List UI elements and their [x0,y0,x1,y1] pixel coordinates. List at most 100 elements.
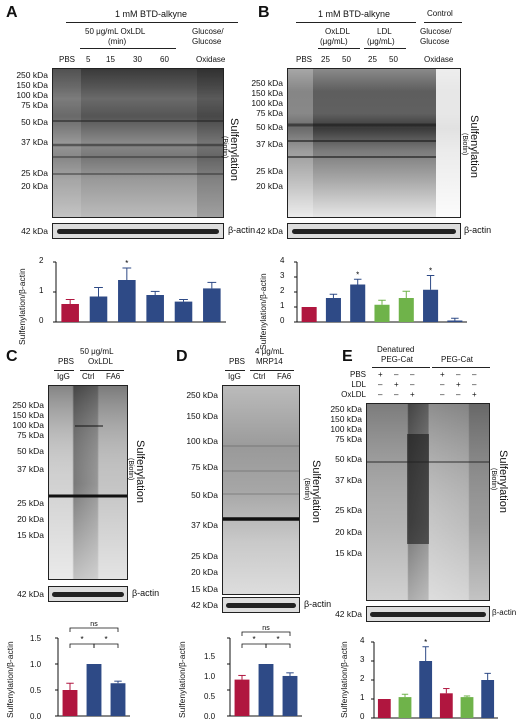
panel-d-actin-kda: 42 kDa [191,600,218,610]
panel-a-lane-1: PBS [59,55,76,64]
panel-b-kda-250: 250 kDa [251,78,283,88]
panel-c-actin-label: β-actin [132,588,160,598]
panel-b-actin-band [292,229,456,234]
panel-e-blot-lanes [367,404,489,600]
panel-e-den2: PEG-Cat [381,355,414,364]
panel-d-side-sub: (Biotin) [303,478,310,501]
panel-d-actin-label: β-actin [304,599,332,609]
panel-b-kda-37: 37 kDa [256,139,283,149]
panel-e-ytick-3: 3 [360,655,365,664]
panel-e-kda-150: 150 kDa [330,414,362,424]
panel-b-kda-20: 20 kDa [256,181,283,191]
panel-b-treatment-line [296,22,416,23]
panel-a-ytick-0: 0 [39,316,44,325]
panel-d-actin-blot [222,597,300,613]
panel-c-lane-3: FA6 [106,372,121,381]
panel-d-ytick-2: 1.0 [204,672,216,681]
panel-d-actin-band [226,603,296,608]
panel-d-name: MRP14 [256,357,283,366]
panel-a-gg1: Glucose/ [192,27,224,36]
panel-c-ytick-3: 1.5 [30,634,42,643]
panel-b-kda-100: 100 kDa [251,98,283,108]
panel-e-blot [366,403,490,601]
panel-d-pbs: PBS [229,357,246,366]
panel-c-kda-25: 25 kDa [17,498,44,508]
panel-c-side-label: Sulfenylation [134,440,146,503]
panel-a-actin-band [57,229,219,234]
panel-b-actin-kda: 42 kDa [256,226,283,236]
comparison-label: ns [90,621,98,628]
panel-c-blot-lanes [49,386,127,579]
panel-c-ytick-2: 1.0 [30,660,42,669]
panel-e-row-label: OxLDL [341,390,366,399]
bar [481,680,495,718]
panel-b-kda-25: 25 kDa [256,166,283,176]
panel-d-kda-25: 25 kDa [191,551,218,561]
panel-e-actin-band [370,612,486,617]
bar [62,690,78,716]
panel-c-lane-1: IgG [57,372,70,381]
panel-e-label: E [342,348,353,365]
comparison-bracket [265,643,291,648]
panel-b-lane-3: 50 [342,55,351,64]
panel-e-kda-25: 25 kDa [335,505,362,515]
bar [203,288,221,322]
panel-c-name: OxLDL [88,357,113,366]
panel-a-lane-3: 15 [106,55,115,64]
comparison-label: * [80,635,83,644]
panel-a-ytick-1: 1 [39,286,44,295]
panel-e-ytick-2: 2 [360,674,365,683]
panel-e-treatment-mark: + [440,370,445,379]
panel-e-treatment-mark: + [472,390,477,399]
panel-c-side-sub: (Biotin) [127,458,134,481]
panel-b-actin-label: β-actin [464,225,492,235]
panel-d-kda-15: 15 kDa [191,584,218,594]
panel-b-ldl-unit: (μg/mL) [367,37,395,46]
panel-a-lane-2: 5 [86,55,91,64]
panel-e-treatment-mark: + [410,390,415,399]
panel-b-ldl-line [364,48,406,49]
panel-e-ytick-0: 0 [360,712,365,721]
panel-c-actin-band [52,592,124,597]
bar [377,699,391,718]
panel-e-row-label: LDL [351,380,366,389]
panel-b-ylabel: Sulfenylation/β-actin [258,273,268,350]
panel-e-treatment-mark: – [456,390,461,399]
panel-d-kda-100: 100 kDa [186,436,218,446]
panel-e-kda-250: 250 kDa [330,404,362,414]
panel-d-kda-150: 150 kDa [186,411,218,421]
comparison-label: * [104,635,107,644]
panel-c-pbs: PBS [58,357,75,366]
panel-e-treatment-mark: – [378,390,383,399]
panel-a-kda-250: 250 kDa [16,70,48,80]
panel-e-treatment-mark: – [472,380,477,389]
panel-a-gg2: Glucose [192,37,222,46]
panel-e-actin-blot [366,606,490,622]
panel-c-kda-50: 50 kDa [17,446,44,456]
panel-b-side-label: Sulfenylation [468,115,480,178]
panel-a-lane-5: 60 [160,55,169,64]
panel-e-den-line [372,367,430,368]
panel-b-label: B [258,4,270,21]
panel-d-ylabel: Sulfenylation/β-actin [177,641,187,718]
panel-c-kda-150: 150 kDa [12,410,44,420]
panel-e-actin-label: β-actin [492,608,517,617]
panel-b-oxldl-line [318,48,360,49]
panel-a-oxldl-label: 50 μg/mL OxLDL [85,27,146,36]
panel-b-side-sub: (Biotin) [461,133,468,156]
panel-c-label: C [6,348,18,365]
panel-d-blot [222,385,300,595]
panel-b-lane-4: 25 [368,55,377,64]
bar [350,284,366,322]
panel-c-kda-15: 15 kDa [17,530,44,540]
panel-c-ylabel: Sulfenylation/β-actin [5,641,15,718]
panel-c-kda-20: 20 kDa [17,514,44,524]
panel-d-lane-3: FA6 [277,372,292,381]
panel-d-ytick-0: 0.0 [204,712,216,721]
panel-b-ytick-2: 2 [280,286,285,295]
panel-e-kda-37: 37 kDa [335,475,362,485]
comparison-label: * [252,635,255,644]
panel-e-treatment-mark: + [394,380,399,389]
panel-a-treatment: 1 mM BTD-alkyne [115,9,188,19]
panel-c-lane-2: Ctrl [82,372,95,381]
